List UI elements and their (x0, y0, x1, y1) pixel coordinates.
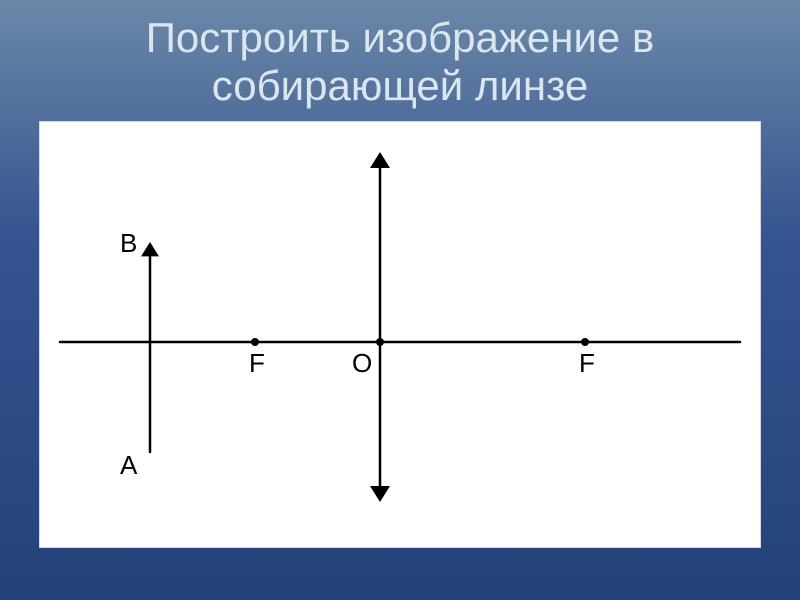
focal-point-left (251, 338, 259, 346)
optical-center (376, 338, 384, 346)
slide-title: Построить изображение в собирающей линзе (126, 0, 675, 111)
title-line-2: собирающей линзе (212, 62, 588, 109)
object-label-a: A (120, 450, 138, 480)
title-line-1: Построить изображение в (146, 14, 655, 61)
diagram-panel: F F O B A (39, 121, 761, 548)
focal-point-right (581, 338, 589, 346)
lens-arrow-up-icon (370, 152, 390, 168)
optical-center-label: O (352, 348, 372, 378)
lens-arrow-down-icon (370, 486, 390, 502)
object-label-b: B (120, 228, 137, 258)
lens-diagram: F F O B A (40, 122, 760, 542)
focal-label-right: F (579, 348, 595, 378)
object-arrow-icon (141, 242, 159, 256)
focal-label-left: F (249, 348, 265, 378)
